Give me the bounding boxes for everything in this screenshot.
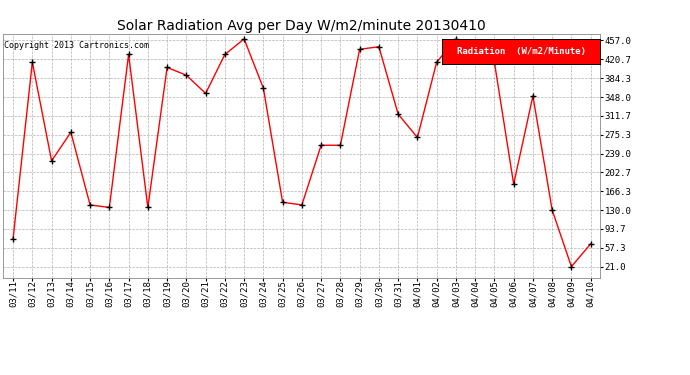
Title: Solar Radiation Avg per Day W/m2/minute 20130410: Solar Radiation Avg per Day W/m2/minute … bbox=[117, 19, 486, 33]
Text: Copyright 2013 Cartronics.com: Copyright 2013 Cartronics.com bbox=[4, 41, 149, 50]
